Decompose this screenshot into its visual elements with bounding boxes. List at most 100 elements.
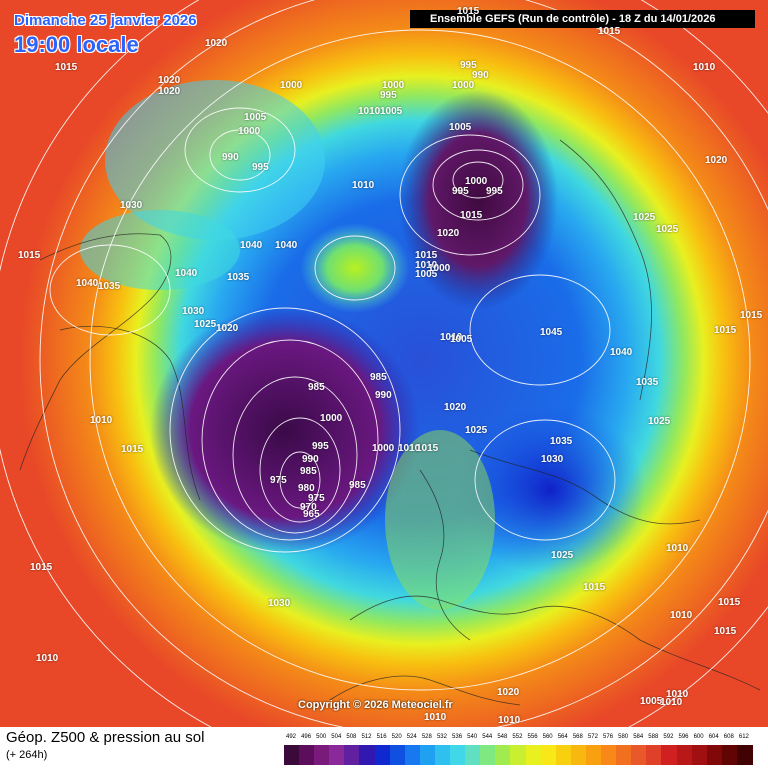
isobar-label: 1040 [240,240,263,251]
isobar-label: 965 [303,509,320,520]
isobar-label: 1015 [30,562,53,573]
atlantic-low [150,305,420,555]
isobar-label: 995 [452,186,469,197]
isobar-label: 985 [370,372,387,383]
scale-tick-label: 576 [603,734,614,740]
asia-blue [455,405,645,575]
scale-swatch [419,745,436,765]
isobar-label: 1015 [583,582,606,593]
scale-swatch [706,745,723,765]
isobar-label: 1010 [358,106,381,117]
scale-tick-label: 604 [708,734,719,740]
isobar-label: 1010 [352,180,375,191]
scale-swatch [495,745,512,765]
scale-tick-label: 608 [723,734,734,740]
isobar-label: 985 [300,466,317,477]
scale-tick-label: 516 [376,734,387,740]
isobar-label: 1015 [598,26,621,37]
scale-tick-label: 524 [406,734,417,740]
isobar-label: 1015 [457,6,480,17]
isobar-label: 1015 [121,444,144,455]
scale-swatch [344,745,361,765]
isobar-label: 1040 [610,347,633,358]
isobar-label: 1010 [90,415,113,426]
scale-swatch [646,745,663,765]
isobar-label: 1005 [449,122,472,133]
europe-green [385,430,495,610]
scale-swatch [570,745,587,765]
scale-tick-label: 588 [648,734,659,740]
isobar-label: 1010 [670,610,693,621]
isobar-lines [0,0,768,727]
isobar-label: 995 [380,90,397,101]
green-center [300,223,410,313]
isobar-label: 985 [308,382,325,393]
scale-swatch [450,745,467,765]
isobar-label: 990 [375,390,392,401]
isobar-label: 1015 [714,626,737,637]
coastlines [19,139,761,706]
scale-swatch [329,745,346,765]
isobar-label: 1020 [216,323,239,334]
scale-tick-label: 584 [633,734,644,740]
isobar-label: 1020 [437,228,460,239]
canada-high-band [80,210,240,290]
scale-tick-label: 532 [436,734,447,740]
isobar-label: 995 [486,186,503,197]
scale-tick-label: 552 [512,734,523,740]
isobar-label: 1025 [194,319,217,330]
isobar-label: 1010 [440,332,463,343]
isobar-label: 1010 [666,689,689,700]
isobar-label: 1000 [372,443,395,454]
isobar-label: 1015 [416,443,439,454]
isobar-label: 1035 [98,281,121,292]
isobar-label: 1020 [444,402,467,413]
run-info-banner: Ensemble GEFS (Run de contrôle) - 18 Z d… [410,10,755,28]
isobar-label: 990 [222,152,239,163]
scale-swatch [359,745,376,765]
scale-tick-label: 520 [391,734,402,740]
local-time: 19:00 locale [14,32,139,57]
scale-swatch [661,745,678,765]
scale-swatch [374,745,391,765]
scale-tick-label: 580 [618,734,629,740]
isobar-label: 1015 [415,250,438,261]
scale-swatch [404,745,421,765]
scale-swatch [525,745,542,765]
valid-date: Dimanche 25 janvier 2026 [14,12,197,29]
isobar-label: 1040 [275,240,298,251]
scale-swatch [540,745,557,765]
isobar-label: 1000 [382,80,405,91]
isobar-label: 1000 [428,263,451,274]
isobar-label: 1020 [205,38,228,49]
isobar-label: 1000 [280,80,303,91]
copyright-notice: Copyright © 2026 Meteociel.fr [298,699,453,711]
isobar-label: 1000 [320,413,343,424]
isobar-label: 1045 [540,327,563,338]
isobar-label: 1015 [718,597,741,608]
isobar-label: 1010 [36,653,59,664]
scale-tick-label: 496 [301,734,312,740]
scale-swatch [721,745,738,765]
isobar-label: 990 [472,70,489,81]
isobar-label: 1020 [705,155,728,166]
isobar-label: 1005 [450,334,473,345]
legend-footer: Géop. Z500 & pression au sol (+ 264h) 49… [0,727,768,768]
scale-swatch [736,745,753,765]
isobar-label: 1010 [693,62,716,73]
scale-swatch [465,745,482,765]
scale-tick-label: 548 [497,734,508,740]
isobar-label: 1015 [740,310,763,321]
scale-tick-label: 564 [557,734,568,740]
isobar-label: 1005 [415,269,438,280]
isobar-label: 985 [349,480,366,491]
isobar-label: 1000 [465,176,488,187]
isobar-label: 995 [312,441,329,452]
scale-tick-label: 492 [285,734,296,740]
isobar-label: 980 [298,483,315,494]
scale-swatch [676,745,693,765]
scale-tick-label: 612 [738,734,749,740]
scale-tick-label: 500 [316,734,327,740]
scale-tick-label: 504 [331,734,342,740]
